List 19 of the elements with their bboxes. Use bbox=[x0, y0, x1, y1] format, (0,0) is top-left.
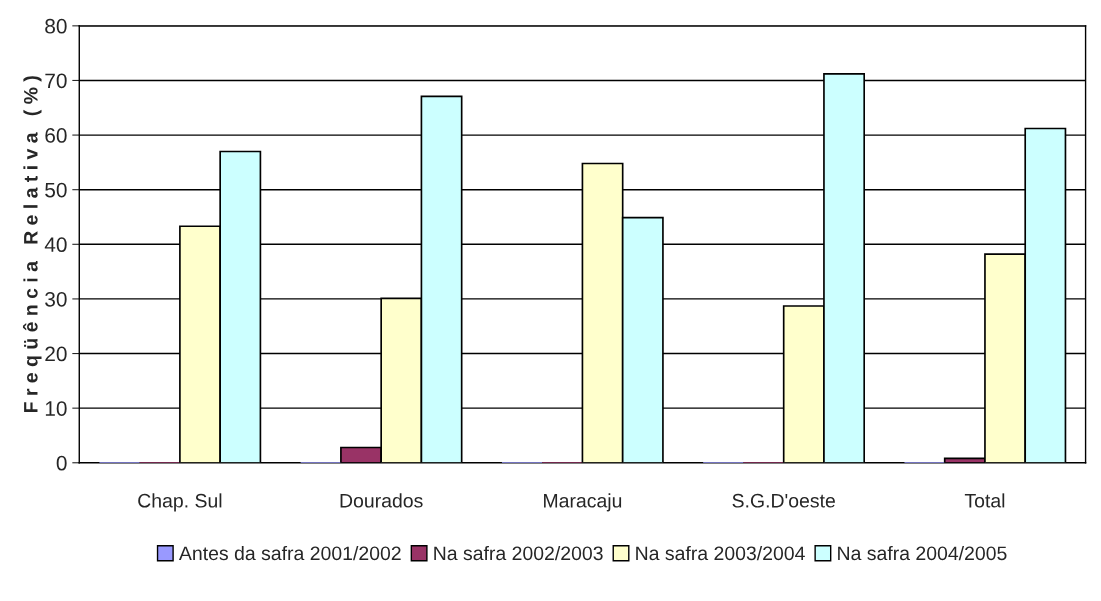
y-tick-label: 30 bbox=[45, 291, 67, 307]
y-tick-label: 0 bbox=[56, 455, 67, 471]
x-tick-label: Maracaju bbox=[544, 493, 622, 512]
y-tick-label: 10 bbox=[45, 401, 67, 416]
x-tick-label: Chap. Sul bbox=[138, 493, 222, 512]
legend-label: Antes da safra 2001/2002 bbox=[178, 545, 401, 561]
x-tick-label: S.G.D'oeste bbox=[732, 493, 835, 508]
y-tick-label: 40 bbox=[44, 237, 67, 253]
legend-label: Na safra 2004/2005 bbox=[838, 545, 1007, 561]
y-tick-label: 70 bbox=[45, 73, 67, 89]
legend-label: Na safra 2003/2004 bbox=[636, 545, 805, 561]
y-tick-label: 50 bbox=[45, 182, 67, 198]
y-tick-label: 60 bbox=[45, 128, 67, 143]
y-tick-label: 80 bbox=[45, 18, 67, 34]
x-tick-label: Dourados bbox=[340, 493, 423, 508]
x-tick-label: Total bbox=[964, 493, 1005, 508]
legend-label: Na safra 2002/2003 bbox=[434, 545, 603, 561]
y-axis-title: F r e q ü ê n c i a R e l a t i v a ( % ) bbox=[22, 76, 42, 413]
y-tick-label: 20 bbox=[45, 346, 67, 362]
